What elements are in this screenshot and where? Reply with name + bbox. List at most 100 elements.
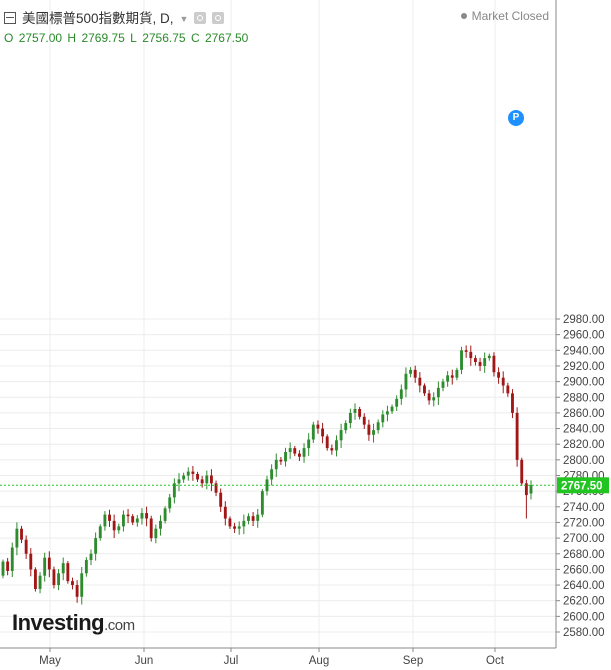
candle-body [89, 553, 93, 561]
candle-body [233, 526, 237, 529]
last-price-layer: 2767.50 [0, 477, 609, 494]
candle-body [335, 440, 338, 451]
candles-layer [1, 345, 533, 605]
collapse-icon[interactable] [4, 12, 16, 24]
candle-body [196, 473, 199, 480]
x-tick-label: Jul [224, 655, 239, 667]
y-tick-label: 2600.00 [563, 611, 605, 623]
x-tick-label: Oct [486, 655, 505, 667]
low-label: L [130, 31, 137, 45]
y-tick-label: 2900.00 [563, 377, 605, 389]
candle-body [94, 538, 98, 554]
close-label: C [190, 31, 200, 45]
candle-body [177, 479, 181, 484]
candle-body [145, 513, 149, 519]
high-label: H [67, 31, 77, 45]
logo-name: Investing [12, 610, 105, 635]
candle-body [339, 430, 343, 441]
candle-body [455, 369, 459, 378]
candle-body [247, 516, 250, 521]
candle-body [497, 372, 501, 378]
candle-body [98, 526, 102, 539]
candle-body [270, 469, 274, 480]
candle-body [293, 448, 297, 454]
candle-body [103, 514, 107, 527]
x-tick-label: Sep [403, 655, 423, 667]
y-tick-label: 2640.00 [563, 580, 605, 592]
x-tick-label: Jun [135, 655, 154, 667]
candle-body [172, 483, 176, 498]
market-status: Market Closed [460, 9, 549, 23]
chart-gridlines [0, 0, 556, 648]
y-tick-label: 2660.00 [563, 564, 605, 576]
market-status-text: Market Closed [471, 9, 549, 23]
candle-body [418, 377, 422, 386]
candle-body [529, 485, 533, 494]
chart-title: 美國標普500指數期貨, D, [22, 11, 174, 26]
candle-body [279, 459, 283, 462]
candle-body [265, 479, 269, 492]
last-price-label: 2767.50 [561, 480, 603, 492]
candle-body [427, 393, 431, 401]
candle-body [20, 528, 23, 540]
candle-body [15, 528, 19, 548]
candle-body [501, 377, 505, 386]
y-tick-label: 2620.00 [563, 596, 605, 608]
candle-body [182, 475, 186, 480]
candle-body [492, 355, 496, 373]
y-tick-label: 2700.00 [563, 533, 605, 545]
candle-body [131, 516, 135, 523]
open-label: O [4, 31, 14, 45]
y-tick-label: 2960.00 [563, 330, 605, 342]
settings-icon[interactable] [194, 12, 207, 24]
candle-body [1, 561, 5, 576]
candle-body [460, 350, 463, 370]
candle-body [487, 355, 491, 359]
y-tick-label: 2940.00 [563, 345, 605, 357]
y-tick-label: 2800.00 [563, 455, 605, 467]
candle-body [47, 557, 51, 570]
candle-body [483, 358, 487, 366]
candle-body [57, 573, 61, 586]
candle-body [390, 406, 394, 412]
candle-body [38, 575, 42, 589]
candle-body [214, 483, 218, 493]
candle-body [344, 423, 348, 431]
candle-body [71, 581, 74, 586]
dropdown-caret-icon[interactable]: ▼ [179, 14, 189, 24]
candle-body [121, 514, 125, 527]
candle-body [464, 350, 468, 352]
close-icon[interactable] [212, 12, 225, 24]
candle-body [441, 381, 445, 388]
candle-body [149, 518, 153, 539]
y-tick-label: 2840.00 [563, 424, 605, 436]
candle-body [242, 520, 246, 527]
candle-body [168, 497, 172, 509]
candle-body [284, 452, 287, 462]
candle-body [511, 393, 514, 413]
candle-body [395, 398, 399, 407]
candle-body [353, 408, 357, 413]
candle-body [469, 351, 473, 359]
candle-body [316, 424, 320, 429]
candle-body [515, 412, 519, 460]
p-badge[interactable]: P [508, 110, 524, 126]
candle-body [140, 513, 144, 519]
candle-body [205, 475, 209, 484]
chart-header: 美國標普500指數期貨, D, ▼ [4, 7, 225, 27]
candle-body [191, 471, 195, 474]
candle-body [409, 369, 413, 374]
candle-body [325, 436, 329, 449]
low-value: 2756.75 [142, 31, 186, 45]
candle-body [302, 448, 306, 457]
candle-body [75, 585, 79, 597]
close-value: 2767.50 [204, 31, 249, 45]
candle-body [321, 428, 325, 437]
candle-body [330, 448, 334, 451]
candle-body [159, 520, 162, 529]
candle-body [473, 358, 477, 363]
candle-body [33, 569, 37, 589]
last-price-label-bg [557, 477, 609, 494]
candle-body [478, 362, 482, 366]
